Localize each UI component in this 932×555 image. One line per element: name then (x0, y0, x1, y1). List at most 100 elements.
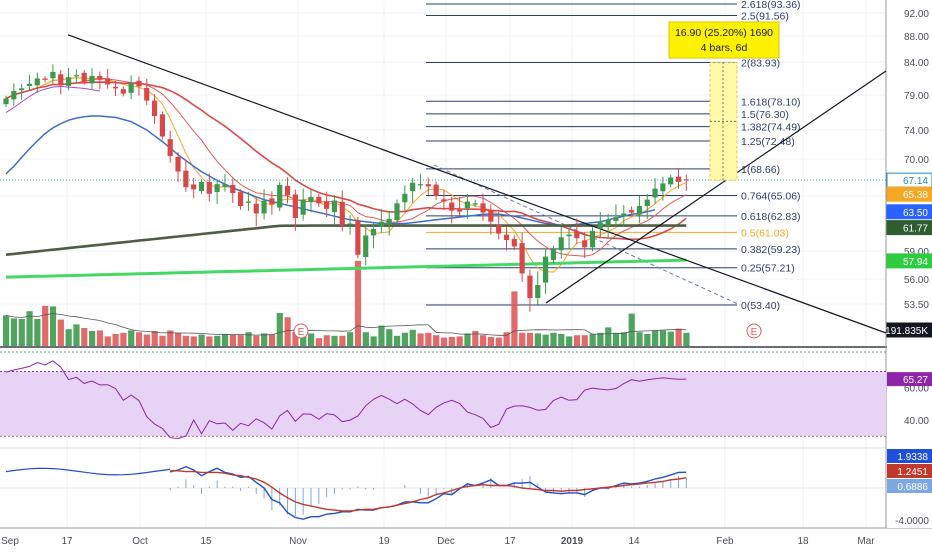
candle-body (11, 91, 17, 100)
volume-bar (261, 333, 268, 346)
fib-level-label: 1.25(72.48) (741, 136, 795, 148)
ma-darkgreen-line (5, 224, 687, 256)
time-tick-label: Oct (132, 536, 148, 547)
candle-body (519, 243, 525, 274)
candle-body (97, 75, 103, 80)
volume-bar (3, 315, 10, 346)
time-tick-label: 18 (797, 536, 809, 547)
rsi-line (5, 360, 687, 440)
trend-lines (67, 34, 887, 334)
macd-pane (0, 465, 886, 520)
price-tick-label: 70.00 (904, 155, 929, 166)
earnings-marker-label: E (298, 327, 305, 338)
candle-body (324, 201, 330, 209)
price-tick-label: 53.50 (904, 300, 929, 311)
price-tick-label: 74.00 (904, 126, 929, 137)
rsi-badge-label: 65.27 (903, 375, 928, 386)
candle-body (363, 235, 369, 257)
fibonacci-extension: 2.618(93.36)2.5(91.56) 2(83.93) 1.618(78.1… (426, 0, 801, 312)
volume-bar (151, 331, 158, 346)
candle-body (355, 220, 361, 255)
up-trendline (545, 70, 887, 304)
signal-badge (887, 464, 932, 478)
volume-bar (331, 335, 338, 346)
candle-body (222, 184, 228, 187)
volume-bar (229, 334, 236, 346)
volume-bar (65, 329, 72, 346)
volume-bar (581, 335, 588, 346)
candle-body (535, 285, 541, 298)
rsi-badge (887, 372, 932, 387)
candle-body (292, 194, 298, 218)
candle-body (198, 181, 205, 192)
volume-bar (128, 330, 135, 346)
price-axis: 92.0088.0084.0079.0074.0070.0065.0059.00… (885, 0, 932, 528)
volume-bar (245, 332, 252, 346)
candle-body (644, 199, 650, 207)
volume-bar (175, 332, 182, 346)
price-badge (886, 220, 932, 236)
time-tick-label: Feb (716, 536, 734, 547)
candle-body (253, 203, 259, 214)
volume-bar (495, 337, 502, 346)
candle-body (238, 192, 244, 207)
volume-bar (573, 335, 581, 346)
volume-bar (276, 313, 283, 346)
candle-body (464, 201, 470, 209)
volume-bar (628, 313, 635, 346)
volume-bar (112, 334, 119, 346)
candle-body (542, 256, 549, 283)
rsi-tick-label: 40.00 (904, 416, 929, 427)
candle-body (582, 240, 588, 248)
volume-bar (370, 336, 377, 346)
time-tick-label: 15 (200, 536, 212, 547)
volume-bar (268, 334, 276, 346)
candle-body (597, 222, 603, 229)
volume-bar (589, 334, 596, 346)
candle-body (261, 200, 267, 214)
volume-bar (511, 291, 518, 346)
candle-body (167, 139, 173, 157)
volume-bar (34, 319, 41, 346)
volume-bar (605, 327, 612, 346)
volume-bar (18, 319, 25, 346)
candle-body (605, 219, 611, 226)
volume-bar (440, 337, 448, 346)
measure-label-box (668, 21, 780, 59)
price-badge-label: 57.94 (903, 257, 928, 268)
histogram-badge (887, 479, 932, 493)
candle-body (472, 203, 478, 205)
price-badge (886, 322, 932, 338)
candle-body (245, 201, 252, 203)
candle-body (105, 78, 111, 85)
measure-label-line1: 16.90 (25.20%) 1690 (675, 27, 773, 39)
price-badge-label: 65.38 (903, 190, 928, 201)
earnings-marker (293, 323, 309, 339)
volume-bar (448, 337, 455, 346)
fib-level-label: 1.618(78.10) (741, 96, 801, 108)
earnings-marker (746, 323, 762, 339)
time-tick-label: 17 (61, 536, 73, 547)
volume-ma-line (5, 313, 687, 336)
price-tick-label: 59.00 (904, 247, 929, 258)
candle-body (675, 176, 682, 182)
volume-bar (480, 335, 487, 346)
candle-body (566, 234, 572, 237)
ma-pink-line (5, 78, 687, 257)
candle-body (433, 184, 439, 196)
price-tick-label: 88.00 (904, 32, 929, 43)
volume-bar (636, 332, 643, 346)
volume-bar (542, 334, 549, 346)
time-tick-label: 2019 (561, 536, 584, 547)
candle-body (347, 223, 353, 225)
measure-tool: 16.90 (25.20%) 1690 4 bars, 6d (668, 21, 780, 181)
time-tick-label: Nov (289, 536, 307, 547)
candle-body (425, 184, 431, 187)
candle-body (316, 196, 322, 204)
time-tick-label: Mar (857, 536, 875, 547)
candle-body (394, 203, 400, 221)
candle-body (183, 170, 189, 188)
volume-bar (659, 330, 667, 346)
